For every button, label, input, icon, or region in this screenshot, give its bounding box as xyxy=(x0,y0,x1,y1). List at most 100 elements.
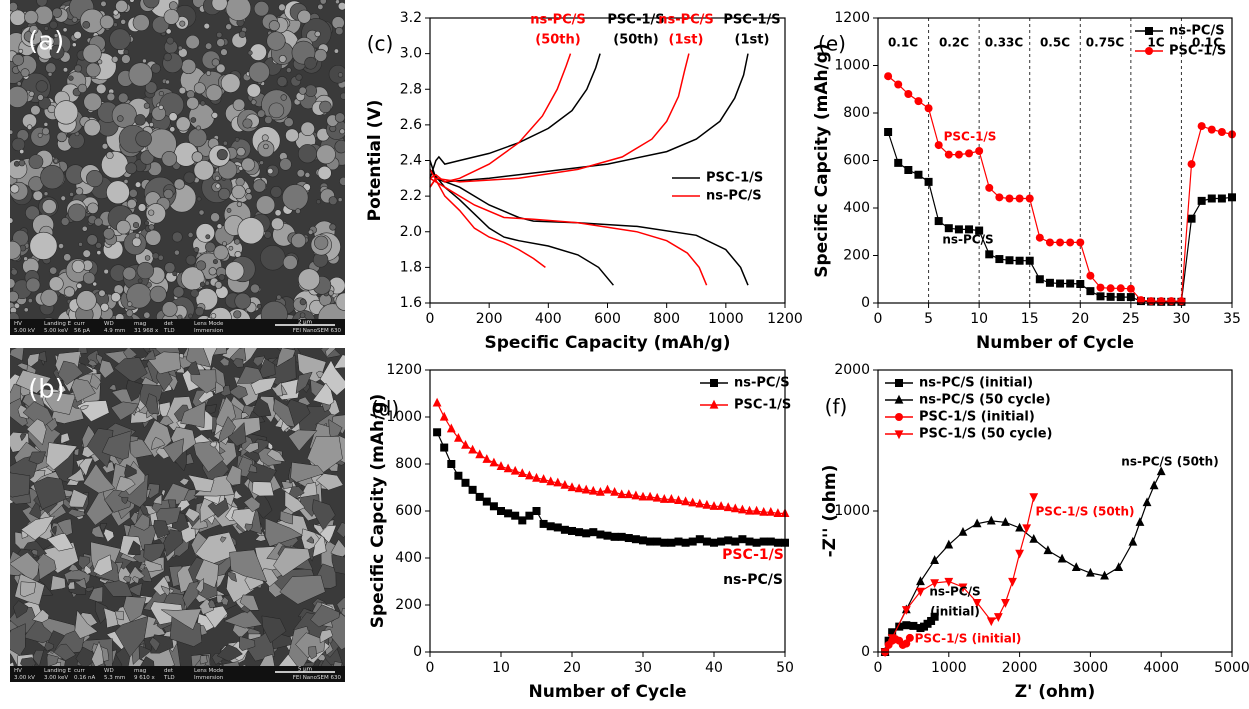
flake xyxy=(16,362,28,371)
flake xyxy=(341,608,345,616)
particle xyxy=(168,1,178,11)
data-point xyxy=(1197,122,1206,131)
flake xyxy=(68,488,88,508)
particle xyxy=(95,242,102,249)
flake xyxy=(103,528,115,543)
flake xyxy=(187,474,215,493)
particle xyxy=(54,100,79,125)
particle xyxy=(43,191,49,197)
data-point xyxy=(916,576,925,586)
particle xyxy=(41,127,50,136)
data-point xyxy=(517,468,527,477)
particle xyxy=(148,224,155,231)
flake xyxy=(153,520,170,539)
data-point xyxy=(975,226,984,235)
particle xyxy=(278,55,287,63)
particle xyxy=(198,209,205,216)
particle xyxy=(86,170,104,188)
particle xyxy=(337,197,343,202)
x-tick-label: 10 xyxy=(492,660,510,676)
data-point xyxy=(1207,125,1216,134)
particle xyxy=(10,290,19,303)
particle xyxy=(285,128,299,143)
info-value: 0.16 nA xyxy=(74,675,95,681)
particle xyxy=(279,158,292,171)
flake xyxy=(148,636,161,652)
data-point xyxy=(475,492,484,501)
data-point xyxy=(1100,570,1109,580)
particle xyxy=(216,223,223,230)
data-point xyxy=(539,474,548,483)
info-key: HV xyxy=(14,321,22,327)
x-tick-label: 0 xyxy=(874,660,883,676)
data-point xyxy=(702,499,712,509)
flake xyxy=(312,535,327,558)
particle xyxy=(335,26,344,36)
series-line xyxy=(429,160,749,286)
x-tick-label: 5 xyxy=(924,311,933,327)
flake xyxy=(236,366,266,384)
info-bar xyxy=(10,666,345,682)
particle xyxy=(134,181,142,188)
particle xyxy=(261,134,269,142)
data-point xyxy=(589,528,598,537)
data-point xyxy=(1043,545,1053,555)
particle xyxy=(115,0,128,13)
y-axis-title: Potential (V) xyxy=(365,100,385,222)
plot-frame xyxy=(429,369,786,653)
info-value: TLD xyxy=(163,675,175,681)
particle xyxy=(92,281,98,287)
particle xyxy=(172,286,185,298)
data-point xyxy=(1035,275,1044,284)
data-point xyxy=(539,519,548,528)
particle xyxy=(137,203,147,212)
particle xyxy=(144,220,150,226)
data-point xyxy=(965,225,974,234)
data-point xyxy=(1096,292,1105,301)
data-point xyxy=(723,502,733,512)
flake xyxy=(29,499,41,520)
particle xyxy=(185,34,200,50)
info-value: 4.9 mm xyxy=(104,328,125,334)
particle xyxy=(35,80,48,93)
particle xyxy=(10,129,14,135)
annotation: (initial) xyxy=(930,605,980,619)
flake xyxy=(279,510,293,525)
flake xyxy=(113,357,148,383)
info-bar xyxy=(10,319,345,335)
particle xyxy=(214,281,223,289)
particle xyxy=(62,67,69,73)
flake xyxy=(99,359,115,379)
particle xyxy=(200,100,206,106)
particle xyxy=(195,223,216,243)
data-point xyxy=(511,511,520,520)
flake xyxy=(99,523,108,532)
chart: 0 5 10 15 20 25 30 35 0 200 400 600 800 1000 1200 Numbe… xyxy=(812,10,1241,353)
particle xyxy=(263,143,269,150)
flake xyxy=(15,369,52,394)
x-tick-label: 600 xyxy=(594,311,621,327)
x-tick-label: 0 xyxy=(426,311,435,327)
particle xyxy=(73,30,82,40)
annotation: 0.1C xyxy=(888,36,918,50)
info-value: 9 610 x xyxy=(134,675,155,681)
particle xyxy=(163,52,172,62)
particle xyxy=(121,54,131,64)
flake xyxy=(133,513,150,531)
particle xyxy=(28,154,44,170)
particle xyxy=(166,36,175,45)
data-point xyxy=(730,503,740,513)
data-point xyxy=(745,505,754,515)
flake xyxy=(184,507,201,523)
data-point xyxy=(958,583,968,593)
data-point xyxy=(581,484,591,494)
data-point xyxy=(468,485,477,494)
data-point xyxy=(475,449,485,459)
data-point xyxy=(617,489,627,499)
particle xyxy=(28,90,35,97)
particle xyxy=(242,118,253,129)
particle xyxy=(236,147,246,157)
data-point xyxy=(532,507,541,515)
particle xyxy=(10,268,18,276)
